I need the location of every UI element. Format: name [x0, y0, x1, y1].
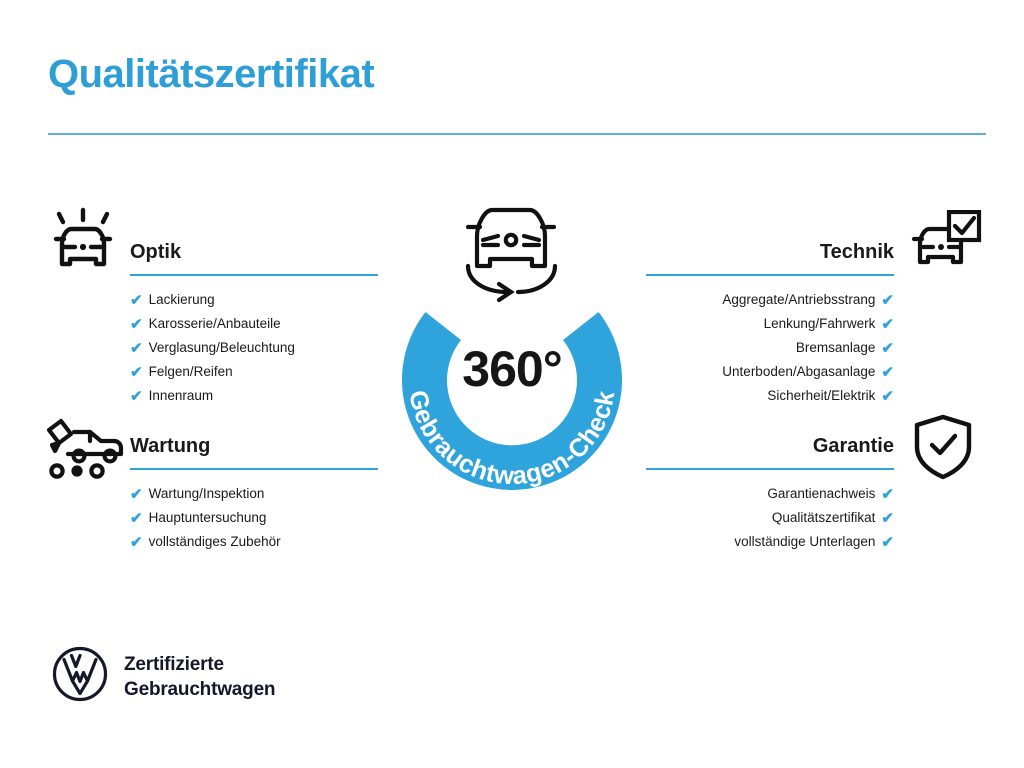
section-header-optik: Optik	[130, 238, 378, 276]
list-item: Unterboden/Abgasanlage ✔	[646, 360, 894, 384]
section-header-wartung: Wartung	[130, 432, 378, 470]
footer-text: Zertifizierte Gebrauchtwagen	[124, 652, 276, 702]
section-header-technik: Technik	[646, 238, 894, 276]
list-item: ✔ vollständiges Zubehör	[130, 530, 378, 554]
list-item: ✔ Hauptuntersuchung	[130, 506, 378, 530]
checklist-item-label: Hauptuntersuchung	[148, 510, 267, 525]
checklist-item-label: Sicherheit/Elektrik	[767, 388, 876, 403]
footer-line-2: Gebrauchtwagen	[124, 678, 276, 700]
check-icon: ✔	[881, 315, 894, 333]
list-item: ✔ Innenraum	[130, 384, 378, 408]
list-item: Aggregate/Antriebsstrang ✔	[646, 288, 894, 312]
badge-center-label: 360°	[462, 341, 562, 397]
check-icon: ✔	[881, 509, 894, 527]
checklist-optik: ✔ Lackierung ✔ Karosserie/Anbauteile ✔ Vergla…	[130, 288, 378, 408]
checklist-item-label: Karosserie/Anbauteile	[148, 316, 281, 331]
section-divider-optik	[130, 274, 378, 276]
check-icon: ✔	[130, 485, 143, 503]
check-icon: ✔	[130, 315, 143, 333]
check-icon: ✔	[881, 485, 894, 503]
pen-car-service-icon	[44, 418, 128, 485]
check-icon: ✔	[130, 387, 143, 405]
checklist-item-label: Lenkung/Fahrwerk	[763, 316, 876, 331]
list-item: Lenkung/Fahrwerk ✔	[646, 312, 894, 336]
list-item: ✔ Lackierung	[130, 288, 378, 312]
section-wartung: Wartung ✔ Wartung/Inspektion ✔ Hauptuntersuc…	[130, 432, 378, 554]
check-icon: ✔	[881, 533, 894, 551]
check-icon: ✔	[881, 339, 894, 357]
section-title-wartung: Wartung	[130, 435, 211, 457]
list-item: ✔ Karosserie/Anbauteile	[130, 312, 378, 336]
list-item: ✔ Wartung/Inspektion	[130, 482, 378, 506]
page-title: Qualitätszertifikat	[48, 52, 375, 96]
checklist-item-label: vollständiges Zubehör	[148, 534, 281, 549]
checklist-item-label: Lackierung	[148, 292, 215, 307]
check-icon: ✔	[130, 291, 143, 309]
checklist-item-label: Bremsanlage	[795, 340, 876, 355]
checklist-item-label: Verglasung/Beleuchtung	[148, 340, 295, 355]
section-title-optik: Optik	[130, 241, 182, 263]
list-item: Sicherheit/Elektrik ✔	[646, 384, 894, 408]
car-front-rotate-icon	[452, 196, 570, 304]
checklist-garantie: Garantienachweis ✔ Qualitätszertifikat ✔ vol…	[646, 482, 894, 554]
check-icon: ✔	[130, 363, 143, 381]
checklist-wartung: ✔ Wartung/Inspektion ✔ Hauptuntersuchung ✔ vo…	[130, 482, 378, 554]
checklist-item-label: vollständige Unterlagen	[734, 534, 876, 549]
check-icon: ✔	[881, 387, 894, 405]
section-divider-wartung	[130, 468, 378, 470]
section-title-garantie: Garantie	[812, 435, 894, 457]
checklist-item-label: Garantienachweis	[767, 486, 876, 501]
checklist-item-label: Innenraum	[148, 388, 214, 403]
section-divider-technik	[646, 274, 894, 276]
shield-check-icon	[912, 414, 974, 485]
footer-line-1: Zertifizierte	[124, 653, 224, 675]
section-title-technik: Technik	[819, 241, 894, 263]
header-divider	[48, 133, 986, 135]
checklist-technik: Aggregate/Antriebsstrang ✔ Lenkung/Fahrwer…	[646, 288, 894, 408]
checklist-item-label: Aggregate/Antriebsstrang	[722, 292, 876, 307]
section-technik: Technik Aggregate/Antriebsstrang ✔ Lenkung/…	[646, 238, 894, 408]
volkswagen-logo	[52, 646, 108, 707]
check-icon: ✔	[881, 363, 894, 381]
checklist-item-label: Qualitätszertifikat	[771, 510, 876, 525]
list-item: Bremsanlage ✔	[646, 336, 894, 360]
check-icon: ✔	[881, 291, 894, 309]
car-front-shine-icon	[46, 206, 122, 285]
badge-360-gebrauchtwagen-check: Gebrauchtwagen-Check 360°	[373, 252, 651, 510]
section-garantie: Garantie Garantienachweis ✔ Qualitätszertif…	[646, 432, 894, 554]
check-icon: ✔	[130, 533, 143, 551]
section-divider-garantie	[646, 468, 894, 470]
list-item: ✔ Verglasung/Beleuchtung	[130, 336, 378, 360]
section-optik: Optik ✔ Lackierung ✔ Karosserie/Anbauteile ✔ V…	[130, 238, 378, 408]
badge-ring	[402, 312, 622, 490]
check-icon: ✔	[130, 509, 143, 527]
checklist-item-label: Wartung/Inspektion	[148, 486, 265, 501]
list-item: Garantienachweis ✔	[646, 482, 894, 506]
car-front-checkbox-icon	[908, 209, 982, 277]
checklist-item-label: Felgen/Reifen	[148, 364, 233, 379]
list-item: ✔ Felgen/Reifen	[130, 360, 378, 384]
list-item: Qualitätszertifikat ✔	[646, 506, 894, 530]
footer-brand: Zertifizierte Gebrauchtwagen	[52, 646, 276, 707]
checklist-item-label: Unterboden/Abgasanlage	[722, 364, 876, 379]
list-item: vollständige Unterlagen ✔	[646, 530, 894, 554]
check-icon: ✔	[130, 339, 143, 357]
section-header-garantie: Garantie	[646, 432, 894, 470]
